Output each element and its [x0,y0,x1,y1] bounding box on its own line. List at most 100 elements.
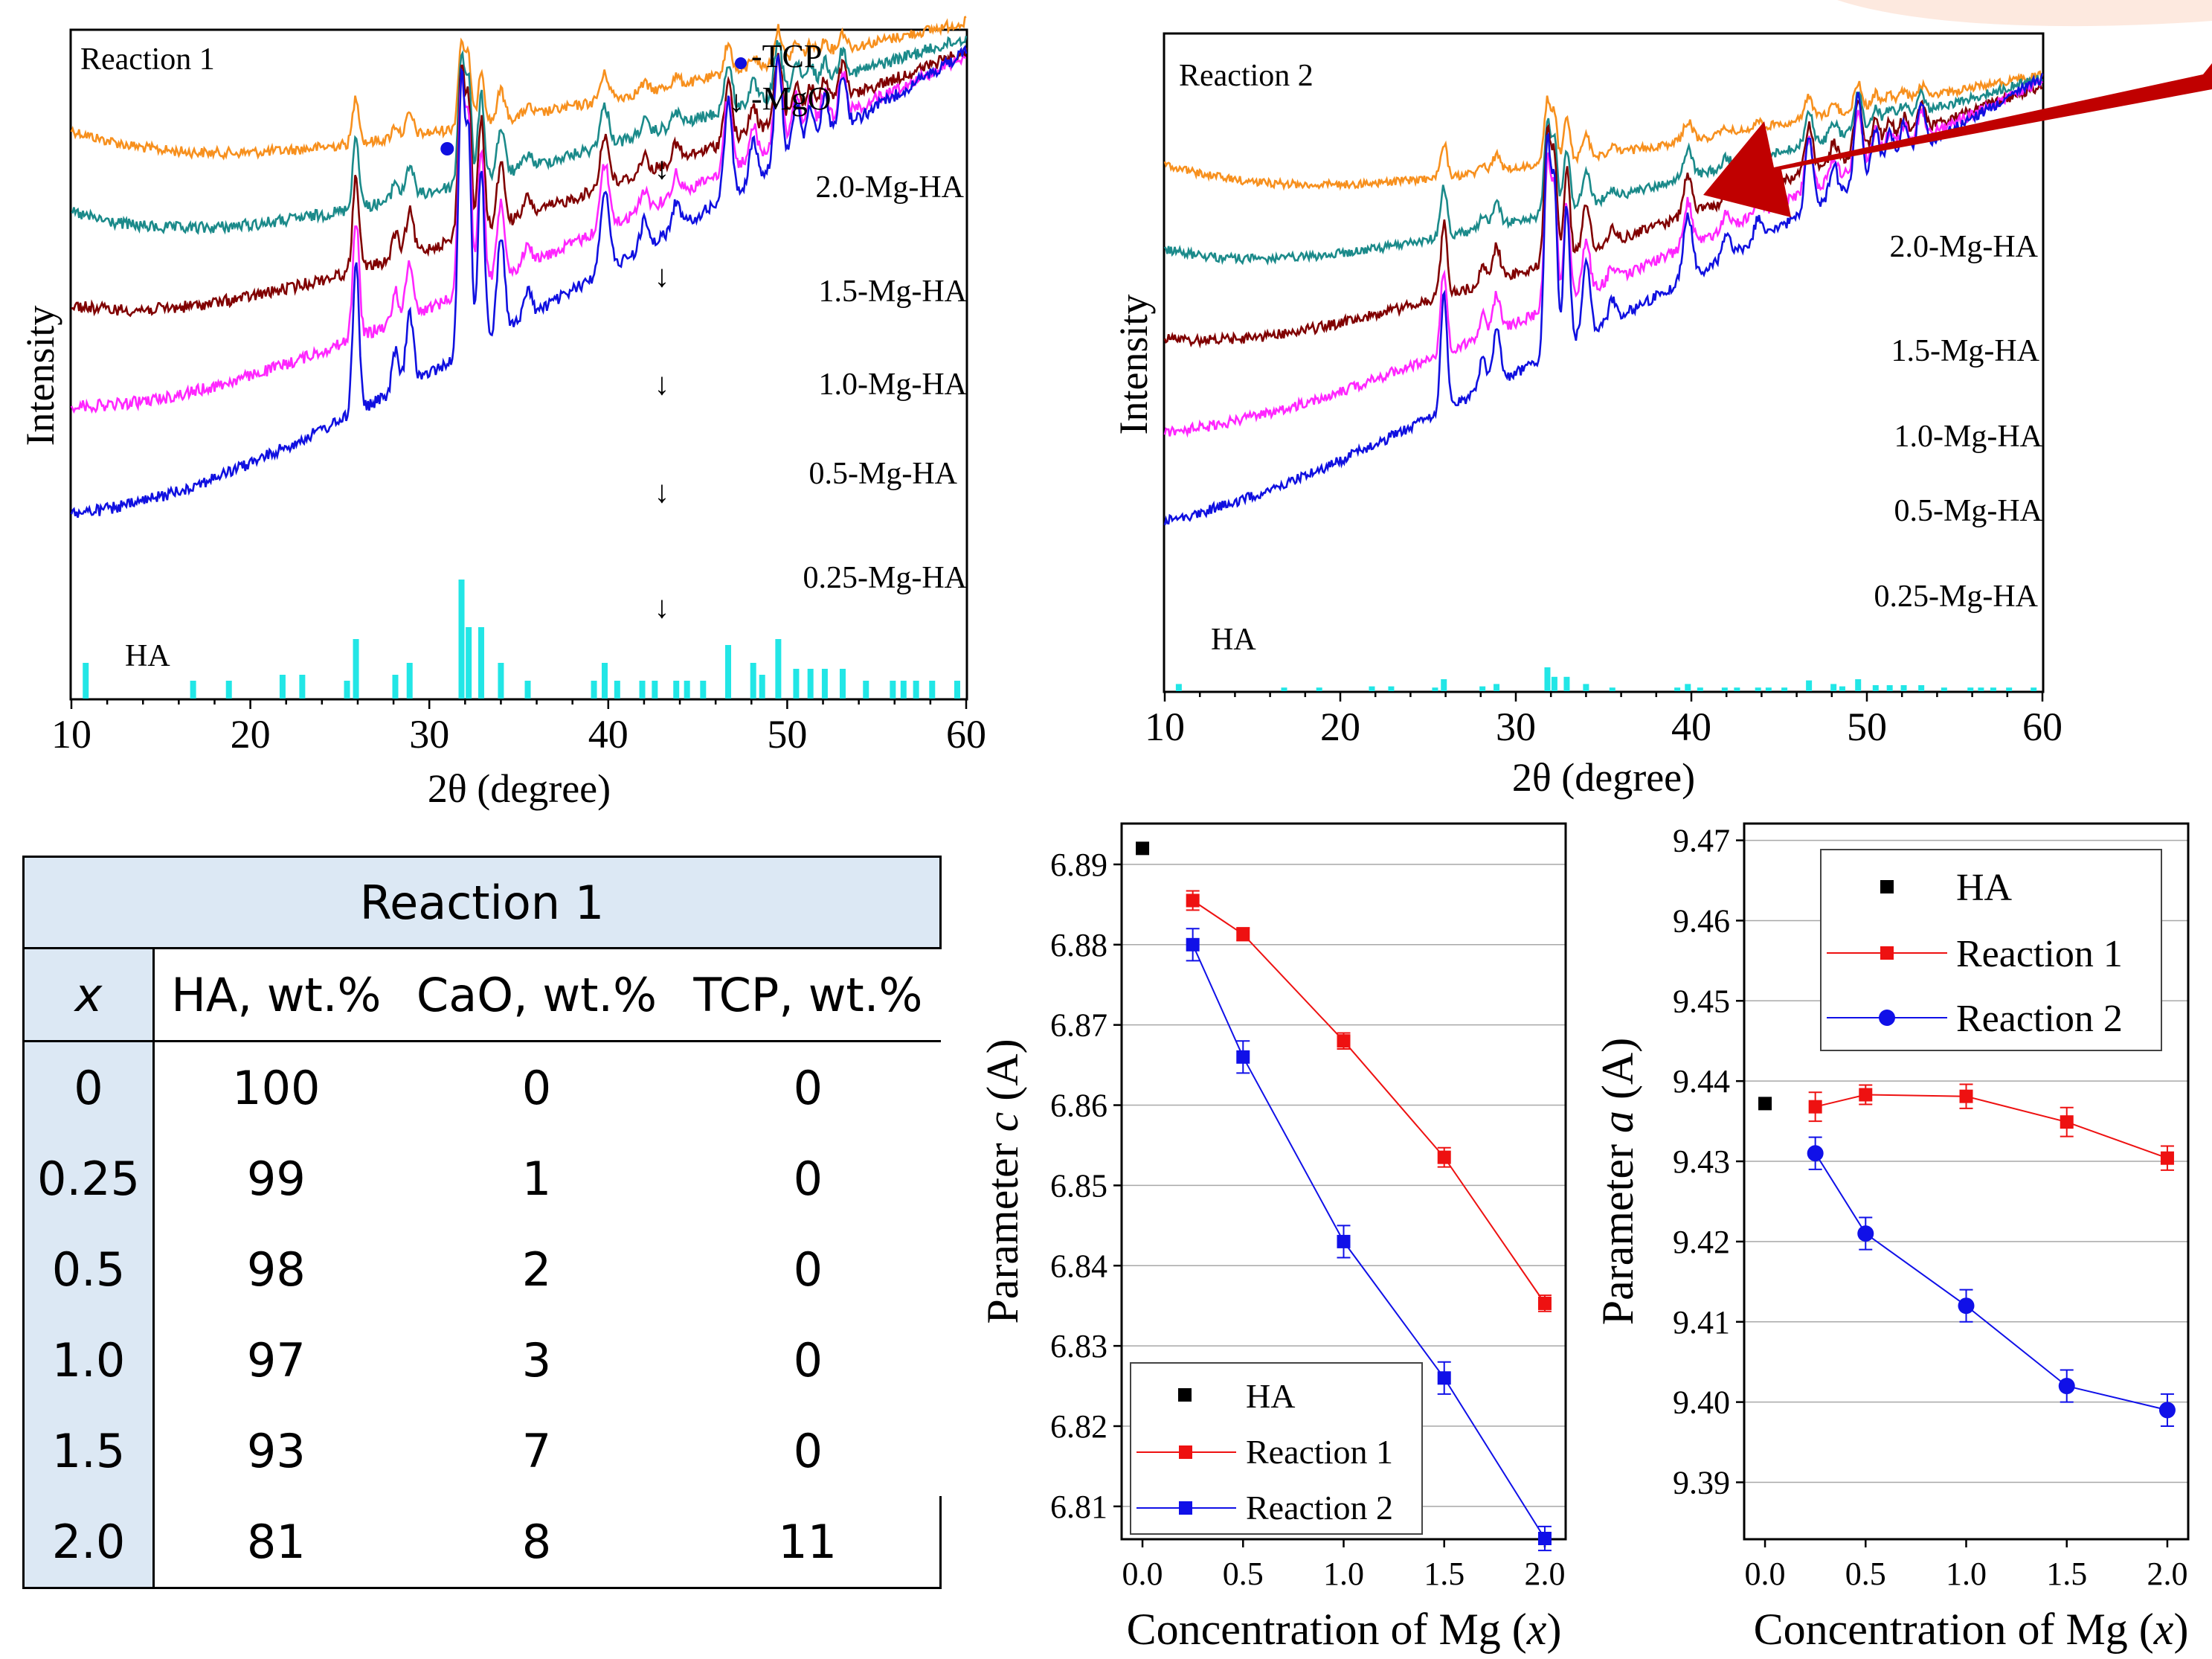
x-tick-label: 0.0 [1745,1556,1786,1592]
table-row: 2.0 81 8 11 [22,1496,942,1589]
ha-reference-stick [1806,680,1813,691]
panel-title: Reaction 2 [1179,59,1314,93]
y-tick-label: 6.84 [1050,1248,1107,1284]
legend-label-reaction-1: Reaction 1 [1956,933,2123,975]
data-point [2058,1378,2075,1395]
panel-title: Reaction 1 [80,42,215,77]
legend-label-reaction-2: Reaction 2 [1956,998,2123,1040]
ha-reference-stick [1563,676,1570,691]
legend-marker-reaction-2 [1879,1010,1895,1026]
ha-reference-stick [1918,685,1925,691]
legend-marker-ha [1178,1388,1192,1402]
x-tick-label: 60 [946,712,986,757]
ha-reference-stick [1609,687,1615,691]
table-row: 0.5 98 2 0 [22,1224,941,1315]
data-point [1807,1145,1824,1162]
table-cell: 3 [521,1332,552,1387]
y-axis-label: Intensity [18,306,62,446]
plot-frame [1163,32,2045,693]
ha-reference-stick [1839,686,1845,691]
data-point [1337,1234,1351,1248]
series-Reaction 1 [1808,1083,2174,1171]
lattice-a-panel: 9.39 9.40 9.41 9.42 9.43 9.44 9.45 9.46 9.47 0.0 0… [1593,822,2190,1654]
ha-reference-stick [700,681,707,699]
series-label: 2.0-Mg-HA [1890,230,2039,264]
table-cell: 0 [22,1041,155,1133]
ha-reference-stick [299,675,306,699]
legend-marker-reaction-1 [1880,946,1894,960]
x-tick-label: 50 [1847,705,1887,749]
table-cell: 93 [246,1423,306,1478]
table-cell: 97 [246,1332,306,1387]
table-cell: 1.0 [22,1315,155,1405]
ha-reference-stick [614,681,620,699]
data-point [1136,841,1150,856]
data-point [1437,1371,1451,1385]
ha-reference-stick [478,627,484,699]
mgo-marker-arrow: ↓ [654,368,669,402]
series-label: 1.0-Mg-HA [1894,420,2043,454]
legend-label-reaction-1: Reaction 1 [1246,1433,1393,1471]
ha-reference-stick [1941,687,1947,691]
data-point [1186,937,1200,952]
data-point [2158,1402,2176,1419]
data-point [1959,1089,1973,1103]
xrd-curve-1.5-Mg-HA [1163,74,2044,266]
ha-reference-stick [1441,679,1447,691]
ha-reference-stick [1978,687,1984,691]
x-tick-label: 40 [1671,705,1711,749]
series-label: 0.25-Mg-HA [1874,580,2039,614]
ha-reference-stick [1479,686,1486,691]
ha-reference-stick [1755,687,1761,691]
data-point [1857,1225,1874,1242]
ha-reference-stick [725,645,732,699]
ha-reference-stick [498,663,504,699]
ha-reference-stick [1900,685,1907,691]
x-tick-label: 0.0 [1122,1556,1163,1592]
xrd-curve-0.25-Mg-HA [1163,73,2044,525]
data-point [1808,1100,1822,1114]
ha-reference-stick [83,663,89,699]
ha-reference-stick [759,675,765,699]
table-cell: 99 [246,1151,306,1206]
series-Reaction 1 [1186,890,1552,1312]
y-tick-label: 9.39 [1673,1464,1730,1501]
data-point [1337,1034,1351,1048]
y-tick-label: 6.87 [1050,1007,1107,1044]
ha-reference-stick [353,639,359,699]
x-tick-label: 0.5 [1223,1556,1264,1592]
ha-reference-stick [1551,676,1557,691]
ha-reference-stick [821,669,828,699]
series-label: 0.5-Mg-HA [809,457,958,491]
series-label: 2.0-Mg-HA [816,170,965,205]
xrd-curve-1.5-Mg-HA [71,36,968,235]
ha-reference-stick [406,663,413,699]
data-point [2160,1151,2174,1165]
ha-reference-stick [225,681,232,699]
ha-reference-stick [684,681,690,699]
legend: HA Reaction 1 Reaction 2 [1820,849,2162,1051]
composition-table-panel: Reaction 1 x HA, wt.% CaO, wt.% TCP, wt.… [22,856,942,1589]
ha-reference-stick [466,627,472,699]
table-cell: 7 [521,1423,552,1478]
y-axis-label: Parameter c (A) [978,1039,1027,1323]
ha-reference-stick [1886,685,1893,691]
ha-reference-stick [524,681,531,699]
mgo-marker-arrow: ↓ [654,152,669,186]
column-header: CaO, wt.% [397,947,676,1042]
y-tick-label: 9.47 [1673,823,1730,859]
x-tick-label: 10 [51,712,91,757]
x-axis-label: 2θ (degree) [428,766,611,811]
ha-reference-stick [279,675,286,699]
mgo-legend-label: -MgO [751,80,832,117]
series-HA [1136,841,1150,856]
data-point [1236,1050,1250,1064]
ha-reference-stick [1316,687,1322,691]
x-axis-label: Concentration of Mg (x) [1127,1605,1562,1654]
ha-reference-stick [954,681,960,699]
table-cell: 0.25 [22,1133,155,1224]
composition-table: Reaction 1 x HA, wt.% CaO, wt.% TCP, wt.… [22,856,942,1589]
ha-reference-stick [392,675,399,699]
table-title: Reaction 1 [22,856,942,949]
x-axis-label: Concentration of Mg (x) [1754,1605,2189,1654]
